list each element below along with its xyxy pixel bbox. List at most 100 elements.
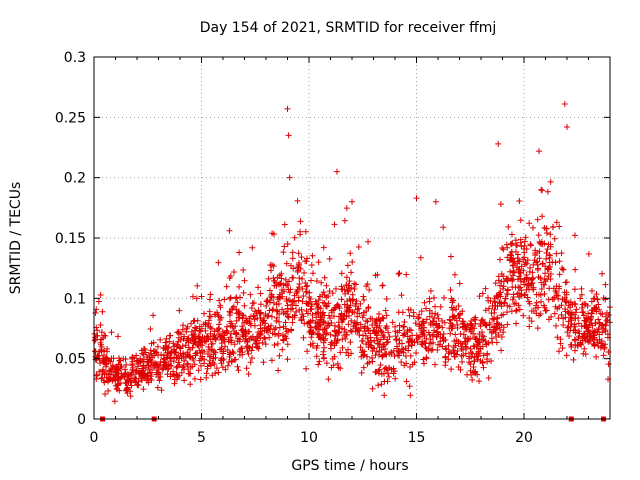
data-point xyxy=(163,335,170,342)
data-point xyxy=(284,105,291,112)
data-point xyxy=(303,365,310,372)
data-point xyxy=(315,259,322,266)
data-point xyxy=(211,332,218,339)
data-point xyxy=(463,344,470,351)
data-point xyxy=(558,311,565,318)
data-point xyxy=(495,273,502,280)
data-point xyxy=(555,295,562,302)
data-point xyxy=(584,328,591,335)
data-point xyxy=(526,323,533,330)
data-point xyxy=(491,316,498,323)
data-point xyxy=(510,293,517,300)
data-point xyxy=(197,376,204,383)
data-point xyxy=(98,329,105,336)
data-point xyxy=(271,326,278,333)
data-point xyxy=(186,370,193,377)
data-point xyxy=(430,318,437,325)
data-point xyxy=(361,348,368,355)
data-point xyxy=(102,332,109,339)
data-point xyxy=(320,244,327,251)
data-point xyxy=(321,344,328,351)
data-point xyxy=(94,327,101,334)
y-tick-label: 0.25 xyxy=(55,110,86,126)
data-point xyxy=(505,223,512,230)
data-point xyxy=(437,303,444,310)
data-point xyxy=(455,340,462,347)
data-point xyxy=(96,348,103,355)
data-point xyxy=(347,297,354,304)
data-point xyxy=(388,349,395,356)
data-point xyxy=(442,359,449,366)
data-point xyxy=(347,250,354,257)
data-point xyxy=(247,359,254,366)
data-point xyxy=(313,314,320,321)
data-point xyxy=(297,265,304,272)
data-point xyxy=(303,258,310,265)
data-point xyxy=(515,284,522,291)
data-point xyxy=(228,306,235,313)
data-point xyxy=(234,299,241,306)
data-point xyxy=(105,387,112,394)
data-point xyxy=(571,232,578,239)
data-point xyxy=(342,335,349,342)
data-point xyxy=(509,262,516,269)
data-point xyxy=(309,342,316,349)
data-point xyxy=(567,341,574,348)
data-point xyxy=(312,324,319,331)
data-point xyxy=(240,289,247,296)
data-point xyxy=(295,284,302,291)
data-point xyxy=(211,348,218,355)
data-point xyxy=(498,333,505,340)
data-point xyxy=(249,343,256,350)
data-point xyxy=(284,341,291,348)
data-point xyxy=(139,350,146,357)
data-point xyxy=(181,333,188,340)
data-point xyxy=(512,248,519,255)
data-point xyxy=(135,358,142,365)
data-point xyxy=(108,329,115,336)
data-point xyxy=(536,255,543,262)
data-point xyxy=(216,297,223,304)
data-point xyxy=(110,371,117,378)
data-point xyxy=(181,357,188,364)
data-point xyxy=(583,318,590,325)
data-point xyxy=(594,328,601,335)
data-point xyxy=(260,359,267,366)
data-point xyxy=(342,290,349,297)
data-point xyxy=(485,374,492,381)
data-point xyxy=(529,275,536,282)
data-point xyxy=(322,302,329,309)
data-point xyxy=(498,300,505,307)
data-point xyxy=(536,248,543,255)
data-point xyxy=(308,277,315,284)
data-point xyxy=(270,306,277,313)
data-point xyxy=(405,347,412,354)
data-point xyxy=(453,317,460,324)
data-point xyxy=(320,355,327,362)
data-point xyxy=(542,263,549,270)
data-point xyxy=(123,380,130,387)
data-point xyxy=(172,349,179,356)
data-point xyxy=(99,355,106,362)
data-point xyxy=(372,329,379,336)
data-point xyxy=(280,336,287,343)
data-point xyxy=(248,347,255,354)
data-point xyxy=(514,255,521,262)
x-tick-label: 15 xyxy=(408,430,426,446)
data-point xyxy=(227,273,234,280)
data-point xyxy=(282,276,289,283)
data-point xyxy=(492,324,499,331)
data-point xyxy=(381,392,388,399)
data-point xyxy=(323,360,330,367)
data-point xyxy=(178,369,185,376)
data-point xyxy=(130,369,137,376)
data-point xyxy=(543,307,550,314)
data-point xyxy=(319,310,326,317)
data-point xyxy=(403,378,410,385)
data-point xyxy=(334,360,341,367)
data-point xyxy=(204,323,211,330)
data-point xyxy=(167,362,174,369)
data-point xyxy=(269,307,276,314)
data-point xyxy=(168,348,175,355)
data-point xyxy=(520,312,527,319)
